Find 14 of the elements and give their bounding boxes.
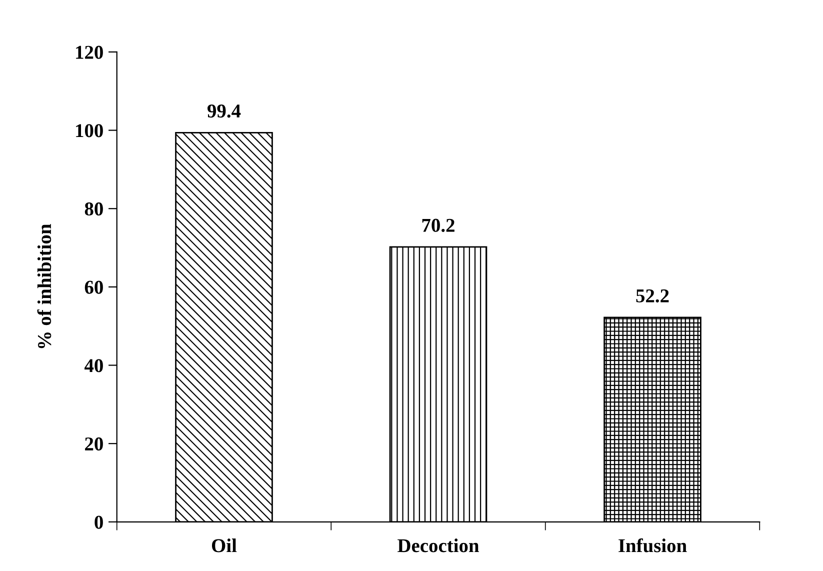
y-tick-label: 80 [84, 202, 103, 216]
y-tick-label: 60 [84, 280, 103, 294]
y-axis-title: % of inhibition [37, 224, 52, 348]
x-tick-label: Oil [212, 538, 237, 552]
data-label: 52.2 [636, 289, 669, 302]
y-tick-label: 100 [76, 124, 103, 138]
y-tick-label: 20 [85, 437, 103, 451]
data-label: 70.2 [422, 218, 454, 232]
y-tick-label: 40 [84, 359, 103, 372]
y-tick-label: 120 [76, 46, 103, 59]
x-tick-label: Decoction [398, 538, 479, 552]
x-tick-label: Infusion [618, 538, 687, 552]
y-tick-label: 0 [94, 516, 103, 529]
data-label: 99.4 [208, 104, 241, 118]
